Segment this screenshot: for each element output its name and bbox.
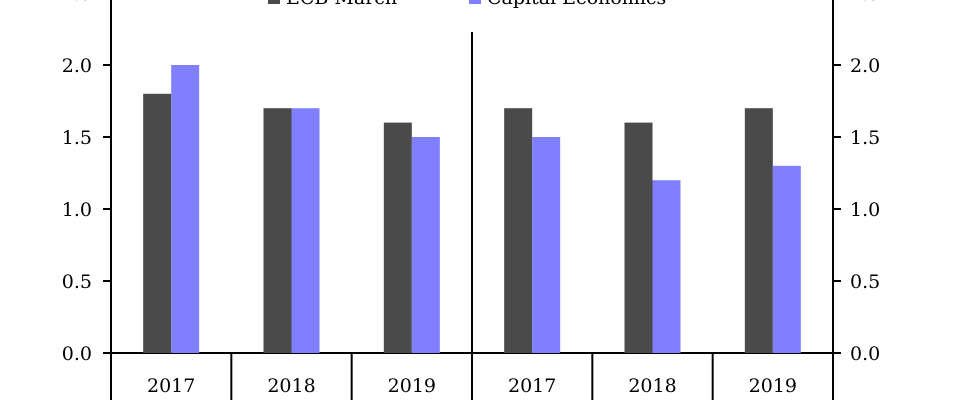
bars — [143, 65, 801, 354]
category-label: 2018 — [267, 375, 315, 397]
legend-swatch-ecb — [268, 0, 280, 4]
y-tick-label-left: 0.5 — [62, 271, 92, 293]
y-tick-label-right: 0.5 — [850, 271, 880, 293]
y-tick-label-left: 2.5 — [62, 0, 92, 5]
y-tick-label-left: 0.0 — [62, 343, 92, 365]
y-tick-label-right: 1.0 — [850, 199, 880, 221]
bar-ecb-march — [383, 122, 412, 353]
bar-capital-economics — [652, 180, 681, 353]
category-label: 2017 — [147, 375, 195, 397]
category-labels: 2017 2018 2019 2017 2018 2019 — [147, 375, 797, 397]
y-tick-label-right: 1.5 — [850, 127, 880, 149]
category-label: 2019 — [749, 375, 797, 397]
bar-ecb-march — [143, 93, 172, 354]
legend: ECB March Capital Economics — [268, 0, 666, 9]
bar-capital-economics — [532, 137, 561, 353]
category-label: 2019 — [388, 375, 436, 397]
legend-label-ecb: ECB March — [286, 0, 397, 9]
y-tick-label-left: 1.0 — [62, 199, 92, 221]
bar-capital-economics — [411, 137, 440, 353]
y-tick-label-right: 0.0 — [850, 343, 880, 365]
y-tick-label-left: 2.0 — [62, 55, 92, 77]
legend-swatch-capital — [469, 0, 481, 4]
y-tick-label-right: 2.0 — [850, 55, 880, 77]
bar-capital-economics — [171, 65, 200, 353]
y-tick-label-right: 2.5 — [850, 0, 880, 5]
bar-capital-economics — [772, 165, 801, 353]
bar-ecb-march — [263, 108, 292, 353]
bar-ecb-march — [624, 122, 653, 353]
legend-label-capital: Capital Economics — [487, 0, 666, 9]
y-tick-label-left: 1.5 — [62, 127, 92, 149]
category-label: 2018 — [628, 375, 676, 397]
bar-ecb-march — [504, 108, 533, 353]
tick-labels: 0.0 0.0 0.5 0.5 1.0 1.0 1.5 1.5 2.0 2.0 2.5 2.5 — [62, 0, 880, 365]
category-label: 2017 — [508, 375, 556, 397]
axes — [110, 0, 834, 400]
bar-ecb-march — [744, 108, 773, 353]
bar-capital-economics — [291, 108, 320, 353]
